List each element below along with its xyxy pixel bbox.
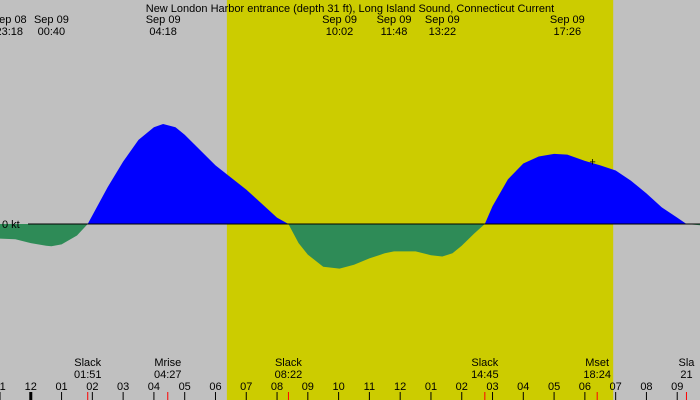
event-time-4: 18:24 <box>583 369 611 381</box>
x-tick-label-0: 11 <box>0 381 6 393</box>
x-tick-label-2: 01 <box>55 381 67 393</box>
x-tick-label-3: 02 <box>86 381 98 393</box>
top-date-3: Sep 09 <box>322 14 357 26</box>
event-time-5: 21 <box>680 369 692 381</box>
x-tick-label-16: 03 <box>486 381 498 393</box>
event-name-3: Slack <box>471 357 498 369</box>
event-time-1: 04:27 <box>154 369 182 381</box>
x-tick-label-13: 12 <box>394 381 406 393</box>
x-tick-label-17: 04 <box>517 381 529 393</box>
x-tick-label-11: 10 <box>332 381 344 393</box>
marker-plus: + <box>589 157 595 169</box>
top-date-4: Sep 09 <box>377 14 412 26</box>
event-name-5: Sla <box>679 357 696 369</box>
x-tick-label-22: 09 <box>671 381 683 393</box>
x-tick-label-9: 08 <box>271 381 283 393</box>
top-date-6: Sep 09 <box>550 14 585 26</box>
x-tick-label-6: 05 <box>179 381 191 393</box>
flood-area-0 <box>87 124 289 224</box>
event-name-4: Mset <box>585 357 609 369</box>
event-name-2: Slack <box>275 357 302 369</box>
top-time-2: 04:18 <box>149 26 177 38</box>
x-tick-label-7: 06 <box>209 381 221 393</box>
x-tick-label-12: 11 <box>364 381 375 393</box>
event-name-1: Mrise <box>154 357 181 369</box>
x-tick-label-18: 05 <box>548 381 560 393</box>
event-time-3: 14:45 <box>471 369 499 381</box>
top-date-1: Sep 09 <box>34 14 69 26</box>
top-time-4: 11:48 <box>381 26 408 38</box>
top-time-1: 00:40 <box>38 26 66 38</box>
x-tick-label-5: 04 <box>148 381 160 393</box>
x-tick-label-14: 01 <box>425 381 437 393</box>
flood-area-1 <box>484 153 687 224</box>
ebb-area-0 <box>0 224 88 247</box>
x-tick-label-19: 06 <box>579 381 591 393</box>
top-time-0: 23:18 <box>0 26 23 38</box>
top-date-5: Sep 09 <box>425 14 460 26</box>
top-time-3: 10:02 <box>326 26 354 38</box>
event-time-0: 01:51 <box>74 369 102 381</box>
chart-title: New London Harbor entrance (depth 31 ft)… <box>146 3 554 15</box>
zero-knot-label: 0 kt <box>2 219 20 231</box>
top-date-2: Sep 09 <box>146 14 181 26</box>
event-time-2: 08:22 <box>275 369 303 381</box>
event-name-0: Slack <box>74 357 101 369</box>
x-tick-label-1: 12 <box>25 381 37 393</box>
x-tick-label-15: 02 <box>456 381 468 393</box>
x-tick-label-10: 09 <box>302 381 314 393</box>
x-tick-label-21: 08 <box>640 381 652 393</box>
x-tick-label-4: 03 <box>117 381 129 393</box>
top-time-6: 17:26 <box>554 26 582 38</box>
ebb-area-1 <box>288 224 485 269</box>
x-tick-label-20: 07 <box>610 381 622 393</box>
top-date-0: Sep 08 <box>0 14 27 26</box>
top-time-5: 13:22 <box>429 26 457 38</box>
x-tick-label-8: 07 <box>240 381 252 393</box>
